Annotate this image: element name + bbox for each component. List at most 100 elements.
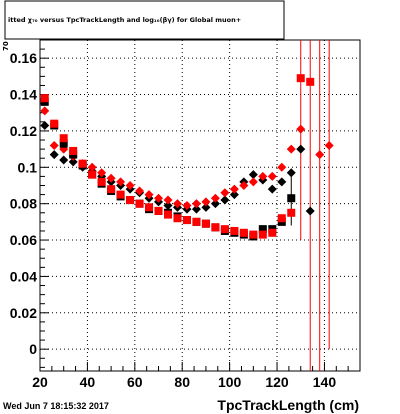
series-0-diamond-point: [49, 150, 59, 160]
series-3-square-point: [88, 170, 97, 179]
series-1-diamond-point: [248, 177, 258, 187]
x-tick-label: 40: [80, 374, 96, 390]
series-1-diamond-point: [191, 199, 201, 209]
y-tick-label: 0.16: [10, 50, 37, 66]
series-1-diamond-point: [201, 197, 211, 207]
axis-ticks: [39, 48, 349, 371]
series-1-diamond-point: [106, 173, 116, 183]
x-axis-title: TpcTrackLength (cm): [217, 397, 359, 413]
series-1-diamond-point: [116, 177, 126, 187]
series-1-diamond-point: [267, 171, 277, 181]
x-tick-label: 120: [265, 374, 289, 390]
series-0-diamond-point: [59, 155, 69, 165]
series-1-diamond-point: [315, 150, 325, 160]
series-3-square-point: [296, 74, 305, 83]
series-0-diamond-point: [229, 190, 239, 200]
y-tick-labels: 0 0.02 0.04 0.06 0.08 0.1 0.12 0.14 0.16: [10, 50, 37, 357]
series-2-square-point: [258, 225, 267, 234]
y-tick-label: 0.06: [10, 232, 37, 248]
y-tick-label: 0: [29, 341, 37, 357]
series-1-diamond-point: [324, 140, 334, 150]
series-3-square-point: [78, 159, 87, 168]
series-1-diamond-point: [49, 140, 59, 150]
y-tick-label: 0.02: [10, 305, 37, 321]
title-box: itted χ₇₀ versus TpcTrackLength and log₁…: [4, 0, 285, 40]
series-0-diamond-point: [220, 195, 230, 205]
x-tick-label: 100: [218, 374, 242, 390]
data-points: [40, 74, 334, 241]
chart-title: itted χ₇₀ versus TpcTrackLength and log₁…: [8, 16, 241, 24]
x-tick-labels: 20 40 60 80 100 120 140: [32, 374, 336, 390]
series-3-square-point: [97, 177, 106, 186]
series-3-square-point: [201, 219, 210, 228]
series-3-square-point: [50, 119, 59, 128]
series-3-square-point: [268, 228, 277, 237]
x-tick-label: 140: [313, 374, 337, 390]
series-1-diamond-point: [239, 180, 249, 190]
y-tick-label: 0.14: [10, 87, 37, 103]
series-3-square-point: [230, 226, 239, 235]
series-1-diamond-point: [258, 171, 268, 181]
series-1-diamond-point: [220, 188, 230, 198]
error-bars: [290, 40, 330, 371]
series-0-diamond-point: [286, 168, 296, 178]
series-1-diamond-point: [296, 124, 306, 134]
series-1-diamond-point: [210, 193, 220, 203]
series-0-diamond-point: [248, 170, 258, 180]
series-3-square-point: [258, 230, 267, 239]
series-3-square-point: [192, 217, 201, 226]
series-0-diamond-point: [163, 201, 173, 210]
series-3-square-point: [107, 185, 116, 194]
series-3-square-point: [69, 146, 78, 155]
series-0-diamond-point: [191, 204, 201, 214]
series-1-diamond-point: [135, 186, 145, 196]
y-tick-label: 0.1: [18, 159, 38, 175]
series-3-square-point: [220, 225, 229, 234]
series-0-diamond-point: [296, 144, 306, 154]
series-2-square-point: [59, 139, 68, 148]
series-1-diamond-point: [172, 199, 182, 209]
series-3-square-point: [116, 190, 125, 199]
series-3-square-point: [249, 230, 258, 239]
series-3-square-point: [306, 77, 315, 86]
series-3-square-point: [164, 210, 172, 219]
series-1-diamond-point: [154, 193, 164, 203]
series-1-diamond-point: [229, 184, 239, 194]
y-tick-label: 0.04: [10, 268, 37, 284]
series-1-diamond-point: [87, 162, 97, 172]
series-3-square-point: [277, 214, 286, 223]
series-1-diamond-point: [277, 162, 287, 172]
series-3-square-point: [239, 228, 248, 237]
series-3-square-point: [182, 216, 191, 225]
plot-frame: [39, 39, 361, 372]
series-0-diamond-point: [68, 157, 78, 167]
series-1-diamond-point: [97, 168, 107, 178]
x-tick-label: 20: [32, 374, 48, 390]
series-0-diamond-point: [267, 184, 277, 194]
series-1-diamond-point: [163, 195, 173, 205]
series-3-square-point: [154, 206, 163, 215]
timestamp: Wed Jun 7 18:15:32 2017: [3, 401, 109, 411]
series-1-diamond-point: [144, 190, 154, 200]
series-3-square-point: [59, 134, 68, 143]
series-1-diamond-point: [286, 144, 296, 154]
series-3-square-point: [287, 208, 296, 217]
series-0-diamond-point: [305, 206, 315, 216]
y-title-fragment: 70: [2, 41, 10, 51]
y-tick-label: 0.08: [10, 196, 37, 212]
series-3-square-point: [145, 203, 154, 212]
y-tick-label: 0.12: [10, 123, 37, 139]
series-1-diamond-point: [125, 180, 135, 190]
series-3-square-point: [211, 223, 220, 232]
series-2-square-point: [287, 194, 296, 203]
series-0-diamond-point: [210, 199, 220, 209]
series-1-diamond-point: [40, 106, 50, 116]
series-0-diamond-point: [201, 202, 211, 212]
series-1-diamond-point: [182, 201, 192, 210]
series-3-square-point: [126, 196, 135, 205]
series-0-diamond-point: [40, 120, 50, 130]
series-3-square-point: [135, 199, 144, 208]
series-0-diamond-point: [277, 177, 287, 187]
x-tick-label: 60: [127, 374, 143, 390]
